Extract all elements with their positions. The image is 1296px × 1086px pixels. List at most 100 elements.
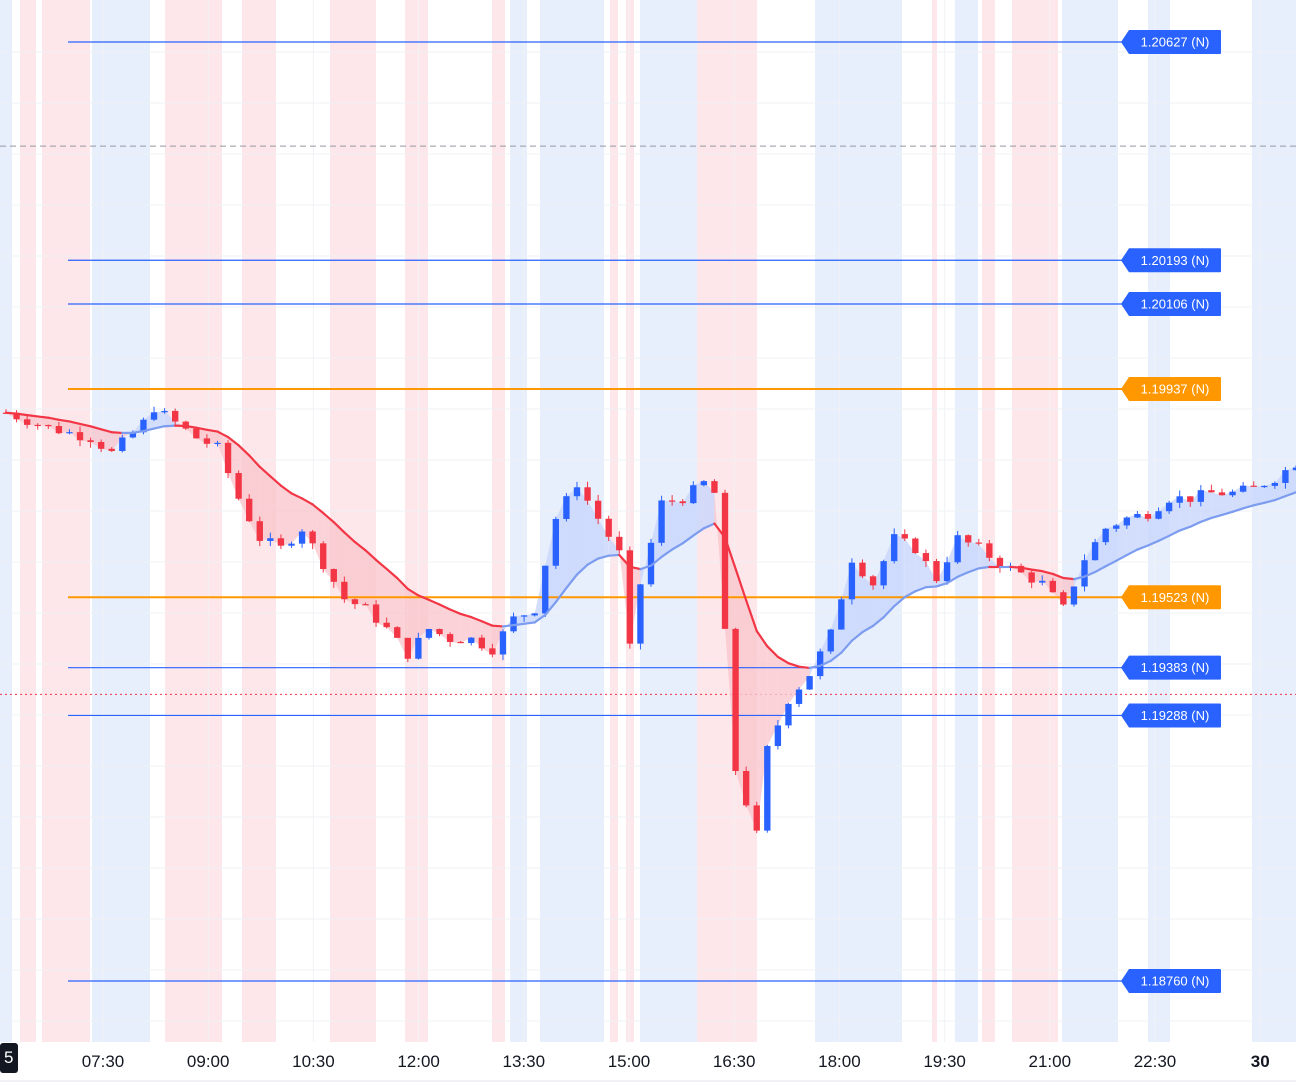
ema-segment [1242, 504, 1255, 510]
ema-segment [1263, 499, 1276, 504]
level-tag[interactable]: 1.18760 (N) [1121, 969, 1221, 993]
candle [478, 634, 485, 651]
candle-body [1070, 586, 1078, 605]
candle [965, 534, 972, 547]
level-tag[interactable]: 1.20193 (N) [1121, 248, 1221, 273]
ema-segment [1199, 516, 1213, 523]
ema-segment [554, 586, 568, 604]
ema-segment [1093, 565, 1107, 574]
time-tick-label: 07:30 [82, 1052, 125, 1071]
candle-body [97, 442, 105, 449]
candle [658, 495, 665, 546]
level-tag-box[interactable] [1121, 292, 1221, 317]
candle-body [901, 534, 908, 539]
candle-body [1017, 565, 1025, 573]
level-tag-box[interactable] [1121, 248, 1221, 273]
candle-body [425, 629, 433, 638]
candle-body [1028, 572, 1035, 583]
ema-segment [89, 425, 103, 431]
ema-segment [237, 444, 251, 457]
level-tag-box[interactable] [1121, 377, 1221, 402]
level-tag[interactable]: 1.20627 (N) [1121, 30, 1221, 54]
candle [76, 426, 84, 447]
candle [489, 643, 496, 658]
ema-segment [438, 603, 452, 611]
ema-segment [1284, 491, 1296, 498]
ema-segment [1157, 534, 1171, 543]
ema-segment [1019, 566, 1033, 571]
candle-body [140, 419, 147, 433]
time-tick-label: 16:30 [713, 1052, 756, 1071]
crosshair-time-text: 5 [4, 1048, 13, 1067]
level-tag-box[interactable] [1121, 655, 1221, 680]
time-axis[interactable]: 5 07:30 09:00 10:30 12:00 13:30 15:00 16:30 18:0… [0, 1042, 1296, 1086]
level-tag[interactable]: 1.19288 (N) [1121, 703, 1221, 728]
candle-body [1197, 490, 1205, 502]
candle [1250, 481, 1257, 487]
candle-body [679, 501, 686, 504]
ema-segment [787, 662, 801, 668]
candle [721, 489, 729, 630]
level-tag[interactable]: 1.19523 (N) [1121, 585, 1221, 610]
ema-segment [195, 426, 209, 431]
ema-segment [406, 587, 420, 597]
ema-segment [935, 582, 949, 588]
ema-segment [491, 624, 505, 628]
candle-body [1187, 496, 1194, 502]
candle [224, 440, 232, 479]
candle-body [690, 485, 697, 504]
level-tag[interactable]: 1.19383 (N) [1121, 655, 1221, 680]
candle-body [806, 676, 813, 690]
candle [468, 637, 475, 646]
session-band [492, 0, 505, 1042]
session-band [42, 0, 90, 1042]
candle [436, 628, 443, 637]
candle [943, 556, 951, 585]
ema-fill-segment [502, 616, 514, 632]
ema-fill-segment [164, 410, 176, 427]
candle-body [1102, 528, 1109, 543]
candle [1049, 578, 1056, 593]
level-tag[interactable]: 1.20106 (N) [1121, 292, 1221, 317]
ema-segment [977, 565, 991, 570]
candle [267, 532, 274, 547]
candle-body [1271, 482, 1279, 486]
ema-fill-segment [460, 613, 472, 644]
ema-fill-segment [756, 631, 768, 831]
ema-segment [427, 598, 441, 606]
level-tag-box[interactable] [1121, 703, 1221, 728]
ema-fill-segment [1264, 482, 1275, 503]
candle [1091, 538, 1099, 561]
ema-fill-segment [280, 485, 292, 546]
level-tag[interactable]: 1.19937 (N) [1121, 377, 1221, 402]
candle [1102, 527, 1109, 546]
level-tag-box[interactable] [1121, 969, 1221, 993]
candle [34, 423, 41, 430]
candle [108, 447, 115, 453]
candle-body [838, 599, 845, 630]
candle-body [436, 629, 443, 635]
candle [975, 538, 982, 546]
candle [277, 534, 285, 550]
ema-segment [417, 594, 431, 601]
ema-fill-segment [418, 595, 429, 638]
candle [1218, 488, 1226, 496]
candle-body [637, 584, 644, 644]
level-tag-box[interactable] [1121, 585, 1221, 610]
ema-segment [702, 522, 716, 530]
candle [1197, 485, 1205, 507]
candle [668, 495, 676, 506]
ema-segment [57, 418, 71, 423]
ema-segment [1136, 544, 1150, 551]
candle-body [1208, 490, 1215, 493]
level-tag-box[interactable] [1121, 30, 1221, 54]
candle-body [415, 637, 422, 659]
level-tags[interactable]: 1.20627 (N) 1.20193 (N) 1.20106 (N) 1.19937… [1121, 30, 1221, 993]
candle [1070, 586, 1078, 607]
ema-segment [332, 521, 346, 534]
candle [372, 600, 380, 627]
ema-segment [819, 659, 832, 667]
time-tick-label: 12:00 [397, 1052, 440, 1071]
